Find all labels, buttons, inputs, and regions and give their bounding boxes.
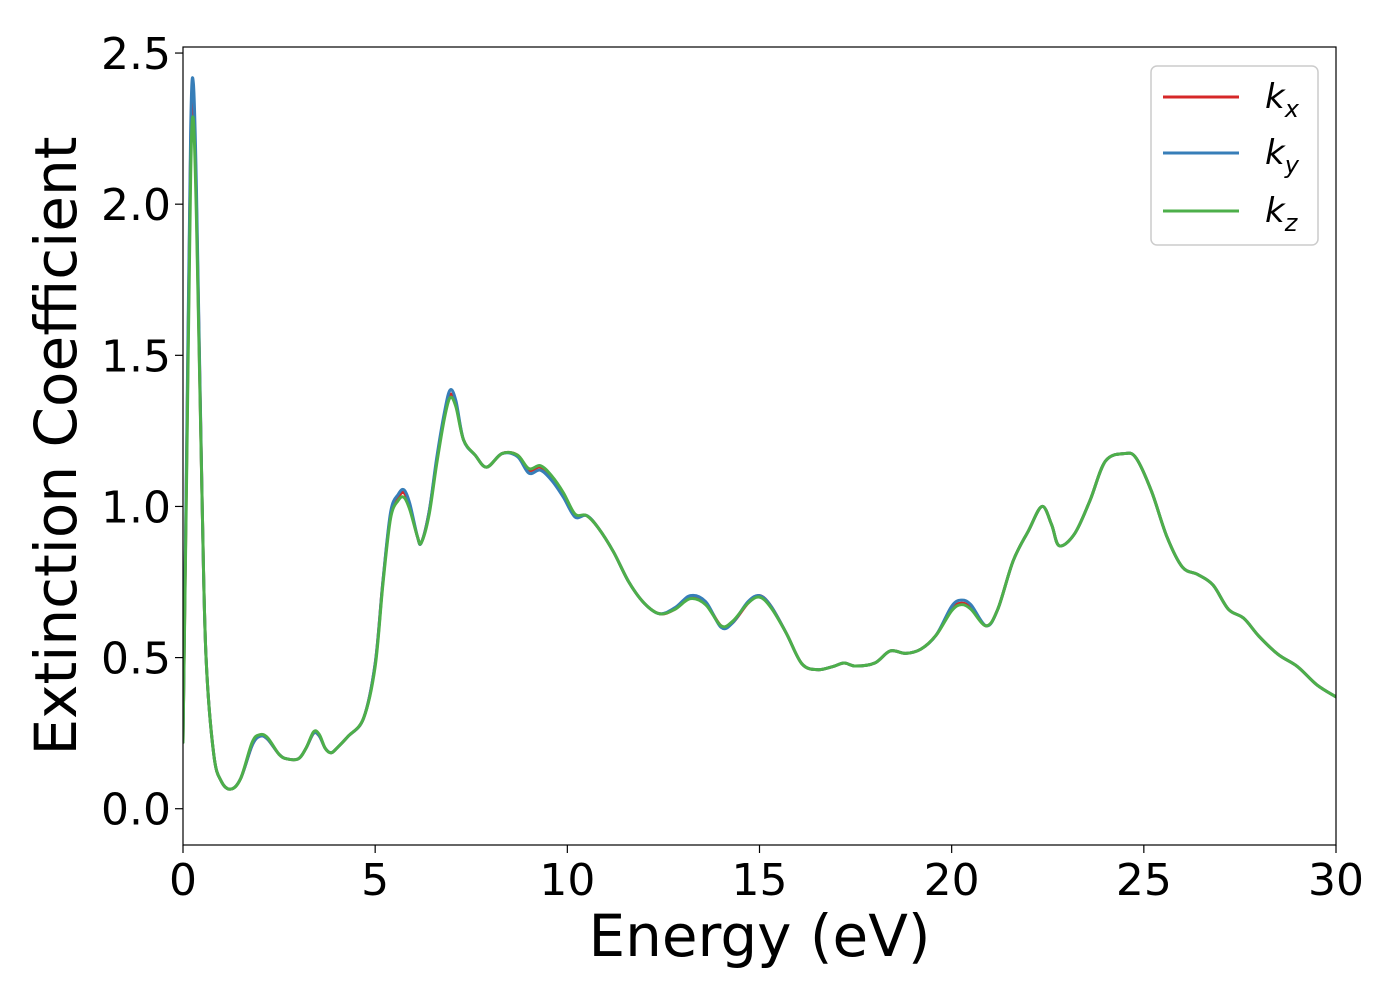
x-tick-label: 10: [539, 855, 595, 906]
y-tick-label: 1.5: [101, 331, 171, 382]
y-tick-label: 2.5: [101, 29, 171, 80]
legend-box: [1150, 65, 1319, 246]
x-tick-label: 0: [169, 855, 197, 906]
legend-label-k-y: ky: [1265, 133, 1300, 179]
y-tick-label: 2.0: [101, 180, 171, 231]
y-tick-label: 0.5: [101, 634, 171, 685]
plot-lines: [183, 76, 1336, 791]
y-tick-label: 0.0: [101, 785, 171, 836]
x-tick-label: 5: [361, 855, 389, 906]
x-tick-label: 20: [924, 855, 980, 906]
x-tick-label: 30: [1308, 855, 1364, 906]
legend-label-k-x: kx: [1265, 77, 1300, 123]
legend-label-k-z: kz: [1265, 191, 1299, 237]
series-line-k-z: [183, 115, 1336, 791]
x-tick-label: 25: [1116, 855, 1172, 906]
legend: kx ky kz: [1150, 65, 1319, 246]
y-tick-label: 1.0: [101, 482, 171, 533]
x-axis-title: Energy (eV): [588, 902, 930, 970]
x-tick-label: 15: [732, 855, 788, 906]
x-axis-ticks: 0 5 10 15 20 25 30: [169, 845, 1364, 906]
legend-entries: kx ky kz: [1163, 77, 1300, 237]
y-axis-title: Extinction Coefficient: [22, 137, 90, 756]
y-axis-ticks: 0.0 0.5 1.0 1.5 2.0 2.5: [101, 29, 183, 836]
